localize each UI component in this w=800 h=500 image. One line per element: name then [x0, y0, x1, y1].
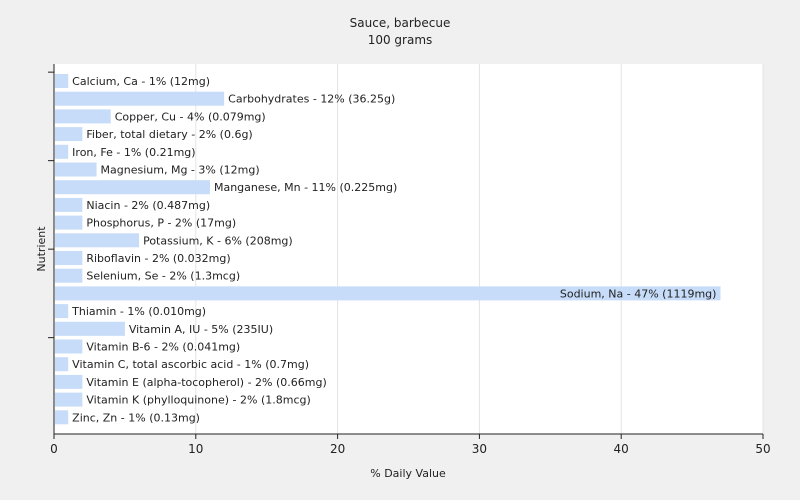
bar-data-label: Fiber, total dietary - 2% (0.6g) [86, 128, 252, 141]
bar-data-label: Vitamin K (phylloquinone) - 2% (1.8mcg) [86, 394, 310, 407]
bar-data-label: Niacin - 2% (0.487mg) [86, 199, 210, 212]
bar [55, 251, 83, 265]
bar [55, 162, 97, 177]
plot-area [54, 64, 763, 434]
x-tick-label: 20 [330, 442, 345, 456]
bar-data-label: Sodium, Na - 47% (1119mg) [560, 287, 717, 300]
bar [55, 91, 225, 106]
chart-title: Sauce, barbecue [350, 16, 451, 30]
bar-data-label: Selenium, Se - 2% (1.3mcg) [86, 270, 240, 283]
bar-data-label: Manganese, Mn - 11% (0.225mg) [214, 181, 397, 194]
bar-data-label: Thiamin - 1% (0.010mg) [71, 305, 206, 318]
bar-data-label: Zinc, Zn - 1% (0.13mg) [72, 411, 200, 424]
y-axis-title: Nutrient [35, 226, 48, 272]
bar-data-label: Vitamin B-6 - 2% (0.041mg) [86, 341, 240, 354]
bar-data-label: Phosphorus, P - 2% (17mg) [86, 217, 236, 230]
bar [55, 197, 83, 212]
bar-data-label: Magnesium, Mg - 3% (12mg) [101, 164, 260, 177]
bar [55, 304, 69, 319]
bar-data-label: Vitamin E (alpha-tocopherol) - 2% (0.66m… [86, 376, 326, 389]
bar-data-label: Carbohydrates - 12% (36.25g) [228, 93, 395, 106]
bar-data-label: Copper, Cu - 4% (0.079mg) [115, 110, 266, 123]
chart-subtitle: 100 grams [368, 33, 433, 47]
bar [55, 268, 83, 283]
bar [55, 127, 83, 142]
bar [55, 392, 83, 407]
bar [55, 233, 140, 248]
bar-data-label: Iron, Fe - 1% (0.21mg) [72, 146, 195, 159]
bar [55, 144, 69, 159]
x-tick-label: 40 [614, 442, 629, 456]
bar-data-label: Riboflavin - 2% (0.032mg) [86, 252, 230, 265]
bar [55, 339, 83, 354]
x-tick-label: 50 [755, 442, 770, 456]
bar [55, 286, 721, 301]
bar [55, 109, 111, 124]
bar [55, 180, 210, 195]
bar [55, 74, 69, 88]
bar [55, 357, 69, 372]
bar-data-label: Vitamin C, total ascorbic acid - 1% (0.7… [72, 358, 309, 371]
bar [55, 215, 83, 230]
x-tick-label: 30 [472, 442, 487, 456]
bar-data-label: Potassium, K - 6% (208mg) [143, 234, 293, 247]
bar [55, 410, 69, 425]
grid [195, 64, 764, 434]
x-tick-label: 10 [188, 442, 203, 456]
y-ticks [48, 71, 54, 339]
x-ticks: 0 10 20 30 40 50 [50, 434, 771, 456]
bar-data-label: Calcium, Ca - 1% (12mg) [72, 75, 210, 88]
x-tick-label: 0 [50, 442, 58, 456]
bar [55, 374, 83, 389]
bars: Calcium, Ca - 1% (12mg) Carbohydrates - 1… [55, 74, 721, 425]
bar [55, 321, 125, 336]
bar-data-label: Vitamin A, IU - 5% (235IU) [129, 323, 273, 336]
x-axis-title: % Daily Value [370, 467, 446, 480]
